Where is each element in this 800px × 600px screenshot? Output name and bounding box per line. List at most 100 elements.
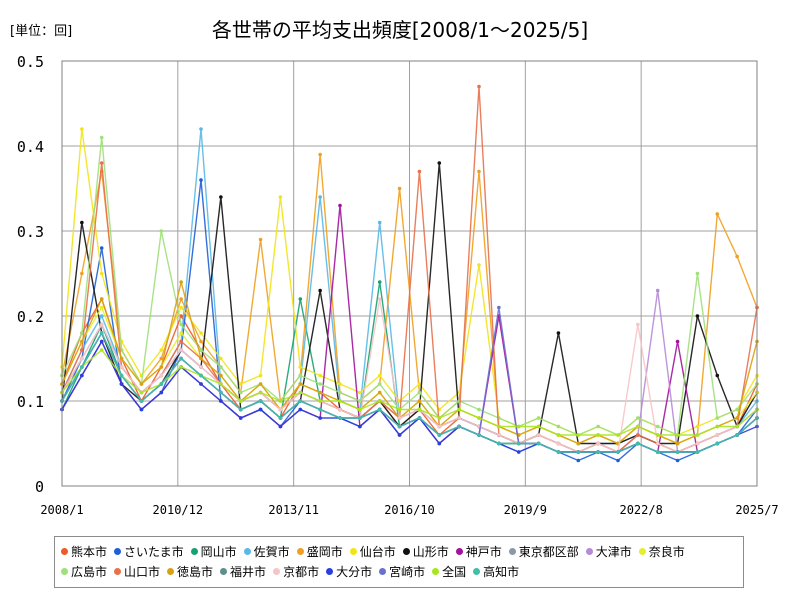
data-point — [99, 135, 104, 140]
data-point — [675, 339, 680, 344]
data-point — [139, 399, 144, 403]
data-point — [318, 195, 322, 199]
legend-marker — [349, 547, 357, 555]
data-point — [298, 373, 303, 378]
data-point — [258, 407, 263, 412]
legend-item: 奈良市 — [638, 541, 685, 561]
data-point — [298, 365, 303, 369]
line-chart: 0 0.1 0.2 0.3 0.4 0.5 2008/1 2010/12 2013/11 2016… — [17, 53, 779, 517]
data-point — [397, 186, 402, 191]
data-point — [80, 373, 84, 378]
data-point — [735, 407, 739, 412]
legend-item: 高知市 — [473, 561, 519, 581]
data-point — [159, 390, 164, 395]
data-point — [338, 390, 342, 395]
data-point — [417, 399, 422, 403]
data-point — [179, 365, 183, 369]
legend-item: 熊本市 — [61, 541, 107, 561]
data-point — [675, 450, 680, 454]
data-point — [516, 424, 521, 429]
data-point — [199, 365, 203, 369]
data-point — [477, 407, 481, 412]
data-point — [298, 297, 303, 301]
data-point — [377, 220, 382, 225]
data-point — [219, 195, 223, 199]
data-point — [278, 424, 283, 429]
data-point — [298, 399, 303, 403]
legend-marker — [296, 547, 304, 555]
series-line — [61, 86, 758, 453]
series-line — [61, 137, 758, 437]
legend-label: 山口市 — [124, 564, 161, 579]
data-point — [99, 322, 104, 327]
data-point — [377, 399, 382, 403]
data-point — [318, 288, 322, 293]
data-point — [219, 365, 223, 369]
legend-label: 京都市 — [283, 564, 320, 579]
data-point — [735, 424, 739, 429]
data-point — [397, 433, 402, 437]
data-point — [358, 416, 362, 420]
data-point — [556, 424, 561, 429]
data-point — [695, 441, 700, 446]
data-point — [258, 382, 263, 386]
data-point — [199, 373, 203, 378]
data-point — [655, 450, 660, 454]
data-point — [298, 407, 303, 412]
series-高知市 — [60, 331, 759, 454]
data-point — [80, 365, 84, 369]
data-point — [278, 195, 283, 199]
data-point — [99, 161, 104, 165]
legend-item: 徳島市 — [167, 561, 213, 581]
legend-marker — [190, 547, 198, 555]
legend-marker — [61, 547, 68, 555]
data-point — [695, 450, 700, 454]
data-point — [318, 416, 322, 420]
data-point — [80, 339, 84, 344]
data-point — [199, 356, 203, 361]
data-point — [238, 390, 243, 395]
data-point — [675, 433, 680, 437]
data-point — [159, 348, 164, 352]
legend-item: 大分市 — [326, 561, 372, 581]
data-point — [80, 127, 84, 131]
legend-marker — [473, 567, 481, 575]
data-point — [695, 271, 700, 276]
legend-label: 大分市 — [336, 564, 373, 579]
legend-marker — [402, 547, 410, 555]
data-point — [437, 416, 442, 420]
data-point — [437, 433, 442, 437]
data-point — [238, 407, 243, 412]
data-point — [179, 297, 183, 301]
data-point — [119, 382, 124, 386]
data-point — [238, 382, 243, 386]
data-point — [338, 407, 342, 412]
data-point — [199, 331, 203, 335]
data-point — [199, 382, 203, 386]
legend-marker — [220, 567, 228, 575]
legend-label: 大津市 — [595, 544, 632, 559]
legend-label: 仙台市 — [359, 544, 396, 559]
data-point — [556, 450, 561, 454]
data-point — [397, 416, 402, 420]
data-point — [695, 433, 700, 437]
data-point — [536, 441, 541, 446]
legend-label: 神戸市 — [465, 544, 502, 559]
data-point — [318, 390, 322, 395]
data-point — [477, 84, 481, 89]
data-point — [556, 331, 561, 335]
legend: 熊本市 さいたま市 岡山市 佐賀市 盛岡市 仙台市 山形市 神戸市 東京都区部 大津市 奈良市 広島市… — [54, 536, 744, 588]
data-point — [159, 229, 164, 233]
legend-item: 全国 — [432, 561, 466, 581]
data-point — [596, 441, 600, 446]
legend-label: 盛岡市 — [306, 544, 343, 559]
data-point — [219, 390, 223, 395]
legend-item: 山口市 — [114, 561, 160, 581]
unit-label: [単位：回] — [10, 24, 73, 39]
data-point — [636, 433, 640, 437]
legend-marker — [61, 567, 68, 575]
data-point — [80, 356, 84, 361]
data-point — [695, 424, 700, 429]
legend-marker — [455, 547, 463, 555]
legend-item: 東京都区部 — [508, 541, 579, 561]
